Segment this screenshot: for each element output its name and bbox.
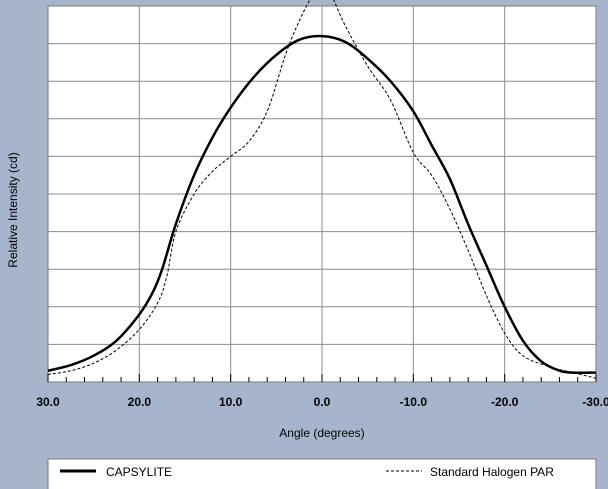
- legend-label-halogen: Standard Halogen PAR: [430, 465, 554, 479]
- x-tick-label: -10.0: [400, 395, 428, 409]
- series-lines: [47, 0, 597, 379]
- gridlines: [48, 6, 596, 382]
- x-tick-label: 0.0: [314, 395, 331, 409]
- series-line-halogen: [47, 0, 597, 379]
- x-tick-label: 20.0: [128, 395, 152, 409]
- x-tick-label: -20.0: [491, 395, 519, 409]
- x-tick-label: -30.0: [582, 395, 608, 409]
- x-tick-label: 10.0: [219, 395, 243, 409]
- legend: CAPSYLITE Standard Halogen PAR: [47, 458, 597, 489]
- x-axis-ticks: [47, 374, 597, 382]
- series-line-capsylite: [47, 34, 597, 374]
- x-axis-tick-labels: 30.0 20.0 10.0 0.0 -10.0 -20.0 -30.0: [36, 395, 608, 409]
- legend-label-capsylite: CAPSYLITE: [106, 465, 172, 479]
- x-tick-label: 30.0: [36, 395, 60, 409]
- y-axis-title: Relative Intensity (cd): [6, 152, 20, 267]
- x-axis-title: Angle (degrees): [279, 426, 364, 440]
- legend-box: [47, 458, 597, 489]
